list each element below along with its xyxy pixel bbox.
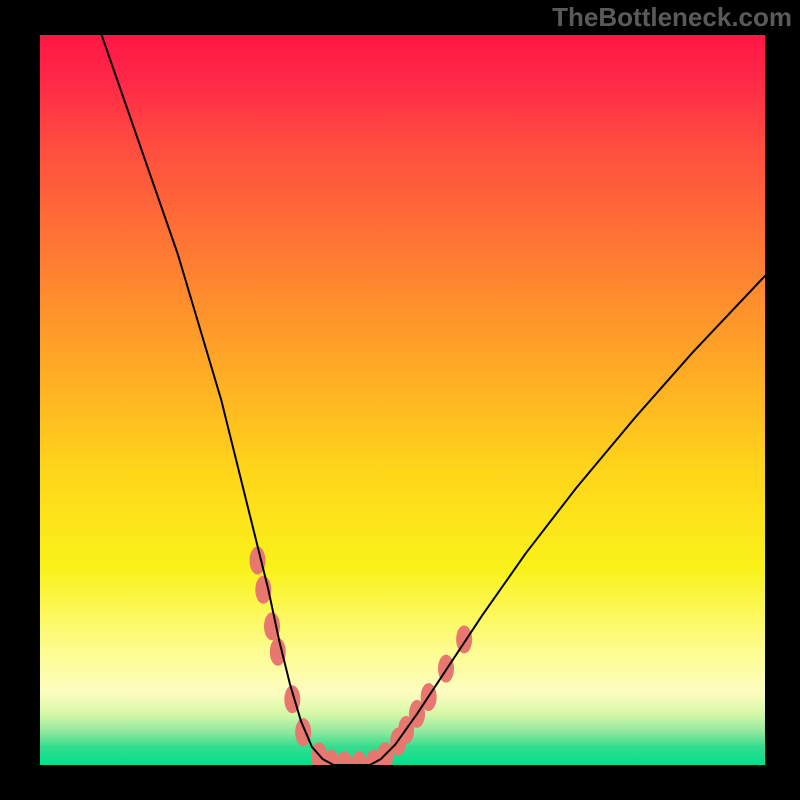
- gradient-background: [40, 35, 765, 765]
- plot-area: [40, 35, 765, 765]
- curve-marker: [456, 625, 472, 653]
- watermark-text: TheBottleneck.com: [552, 2, 792, 33]
- chart-canvas: TheBottleneck.com: [0, 0, 800, 800]
- plot-svg: [40, 35, 765, 765]
